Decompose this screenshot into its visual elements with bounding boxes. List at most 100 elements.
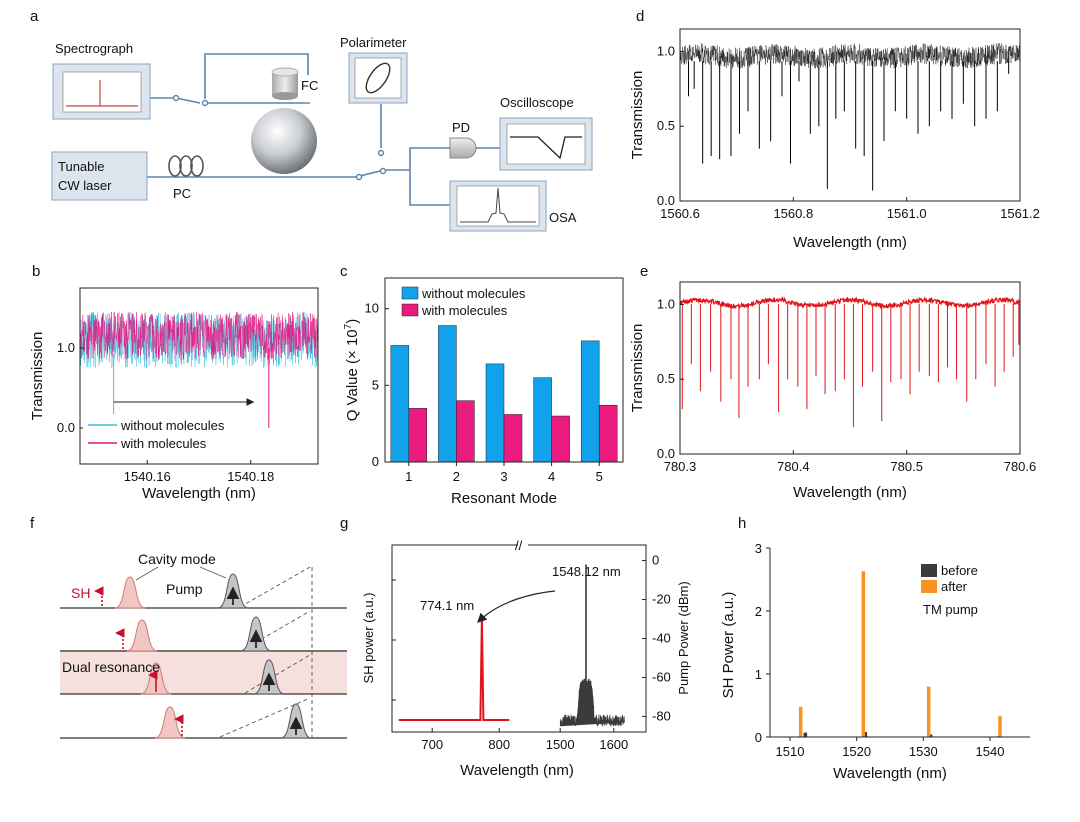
y-tick-label: 0.5 bbox=[657, 118, 675, 133]
chart-b-xlabel: Wavelength (nm) bbox=[142, 485, 256, 502]
label-pump: Pump bbox=[166, 581, 203, 597]
conversion-arrow bbox=[477, 590, 556, 623]
peak-label-1548: 1548.12 nm bbox=[552, 564, 621, 579]
label-polarimeter: Polarimeter bbox=[340, 35, 407, 50]
photodiode bbox=[449, 137, 477, 159]
x-tick-label: 1561.2 bbox=[1000, 206, 1040, 221]
chart-h: 1510 1520 1530 1540 0 1 2 3 before after TM pum… bbox=[720, 541, 1030, 782]
chart-e-frame bbox=[679, 281, 1021, 455]
x-tick-label: 1560.8 bbox=[773, 206, 813, 221]
x-tick-label: 1520 bbox=[842, 744, 871, 759]
schematic-a: Spectrograph FC Polarimeter PD Oscillosc… bbox=[51, 35, 593, 232]
chart-d-plot-area: 1560.6 1560.8 1561.0 1561.2 0.0 0.5 1.0 bbox=[657, 42, 1040, 221]
legend-swatch-without-molecules-c bbox=[401, 286, 419, 300]
fiber-lines bbox=[147, 53, 500, 206]
panel-label-a: a bbox=[30, 8, 39, 25]
x-tick-label: 700 bbox=[421, 737, 443, 752]
label-fc: FC bbox=[301, 78, 318, 93]
dashed-guides bbox=[219, 566, 313, 738]
bar-without-molecules bbox=[485, 363, 505, 463]
chart-g-xlabel: Wavelength (nm) bbox=[460, 762, 574, 779]
microsphere-resonator bbox=[251, 108, 317, 174]
x-tick-label: 3 bbox=[500, 469, 507, 484]
bar-with-molecules bbox=[408, 408, 428, 463]
label-cavity-mode: Cavity mode bbox=[138, 551, 216, 567]
chart-c: 1 2 3 4 5 0 5 10 without molecules with molecul… bbox=[343, 277, 624, 507]
switch-node bbox=[379, 167, 387, 175]
legend-swatch-with-molecules-c bbox=[401, 303, 419, 317]
panel-label-f: f bbox=[30, 515, 35, 532]
chart-e-ylabel: Transmission bbox=[629, 324, 646, 413]
x-tick-label: 1500 bbox=[546, 737, 575, 752]
x-tick-label: 1530 bbox=[909, 744, 938, 759]
chart-d-xlabel: Wavelength (nm) bbox=[793, 234, 907, 251]
bar-with-molecules bbox=[503, 414, 523, 463]
y-tick-label: 0 bbox=[755, 730, 762, 745]
legend-label-without-molecules-c: without molecules bbox=[421, 286, 526, 301]
chart-c-ylabel-exp: 7 bbox=[343, 323, 354, 329]
fc-cylinder bbox=[271, 67, 299, 100]
pump-spectrum-floor bbox=[559, 678, 625, 728]
x-tick-label: 1510 bbox=[776, 744, 805, 759]
panel-label-h: h bbox=[738, 515, 746, 532]
bar-without-molecules bbox=[580, 340, 600, 463]
chart-b-ylabel: Transmission bbox=[29, 332, 46, 421]
label-pc: PC bbox=[173, 186, 191, 201]
y-tick-label: 1 bbox=[755, 667, 762, 682]
panel-label-d: d bbox=[636, 8, 644, 25]
x-tick-label: 1561.0 bbox=[887, 206, 927, 221]
dual-resonance-band bbox=[60, 650, 347, 694]
switch-node bbox=[355, 173, 363, 181]
label-spectrograph: Spectrograph bbox=[55, 41, 133, 56]
y-tick-label: 5 bbox=[372, 377, 379, 392]
y-tick-label: 0.5 bbox=[657, 371, 675, 386]
panel-label-e: e bbox=[640, 263, 648, 280]
bar-after bbox=[861, 571, 866, 737]
x-tick-label: 1 bbox=[405, 469, 412, 484]
label-pd: PD bbox=[452, 120, 470, 135]
x-tick-label: 1540.16 bbox=[124, 469, 171, 484]
bar-without-molecules bbox=[438, 325, 457, 463]
pointer-cavity-pump bbox=[199, 566, 227, 579]
polarization-controller bbox=[168, 155, 204, 177]
bar-after bbox=[798, 706, 803, 737]
bar-before bbox=[803, 732, 808, 737]
chart-d-frame bbox=[679, 28, 1021, 202]
spectrograph-trace bbox=[66, 80, 138, 107]
x-tick-label: 780.4 bbox=[777, 459, 810, 474]
y-tick-label-right: 0 bbox=[652, 553, 659, 568]
label-sh: SH bbox=[71, 585, 90, 601]
chart-e: 780.3 780.4 780.5 780.6 0.0 0.5 1.0 Wavelength… bbox=[629, 281, 1036, 501]
chart-e-plot-area: 780.3 780.4 780.5 780.6 0.0 0.5 1.0 bbox=[657, 296, 1036, 474]
chart-g-ylabel-left: SH power (a.u.) bbox=[361, 592, 376, 683]
label-laser-line1: Tunable bbox=[58, 159, 105, 174]
label-laser-line2: CW laser bbox=[58, 178, 112, 193]
chart-b-legend-bg bbox=[83, 414, 253, 452]
bar-without-molecules bbox=[533, 377, 552, 463]
panel-label-g: g bbox=[340, 515, 348, 532]
chart-c-plot-area: 1 2 3 4 5 0 5 10 bbox=[365, 301, 618, 484]
series-transmission bbox=[679, 296, 1021, 310]
y-tick-label: 10 bbox=[365, 301, 379, 316]
x-tick-label: 780.3 bbox=[664, 459, 697, 474]
y-tick-label: 0.0 bbox=[657, 193, 675, 208]
chart-h-ylabel: SH Power (a.u.) bbox=[720, 592, 737, 699]
chart-e-xlabel: Wavelength (nm) bbox=[793, 484, 907, 501]
legend-label-before: before bbox=[941, 563, 978, 578]
y-tick-label-right: -80 bbox=[652, 708, 671, 723]
switch-node bbox=[377, 149, 385, 157]
x-tick-label: 1600 bbox=[599, 737, 628, 752]
x-tick-label: 780.6 bbox=[1004, 459, 1037, 474]
legend-label-without-molecules: without molecules bbox=[120, 418, 225, 433]
chart-g-plot-area: 700 800 1500 1600 0 -20 -40 -60 -80 bbox=[392, 553, 671, 752]
y-tick-label-right: -20 bbox=[652, 592, 671, 607]
legend-label-after: after bbox=[941, 579, 968, 594]
chart-g-ylabel-right: Pump Power (dBm) bbox=[676, 581, 691, 694]
y-tick-label: 1.0 bbox=[657, 43, 675, 58]
y-tick-label-right: -40 bbox=[652, 631, 671, 646]
bar-with-molecules bbox=[456, 400, 475, 463]
chart-d-ylabel: Transmission bbox=[629, 71, 646, 160]
y-tick-label: 1.0 bbox=[657, 296, 675, 311]
x-tick-label: 5 bbox=[596, 469, 603, 484]
legend-label-with-molecules: with molecules bbox=[120, 436, 207, 451]
